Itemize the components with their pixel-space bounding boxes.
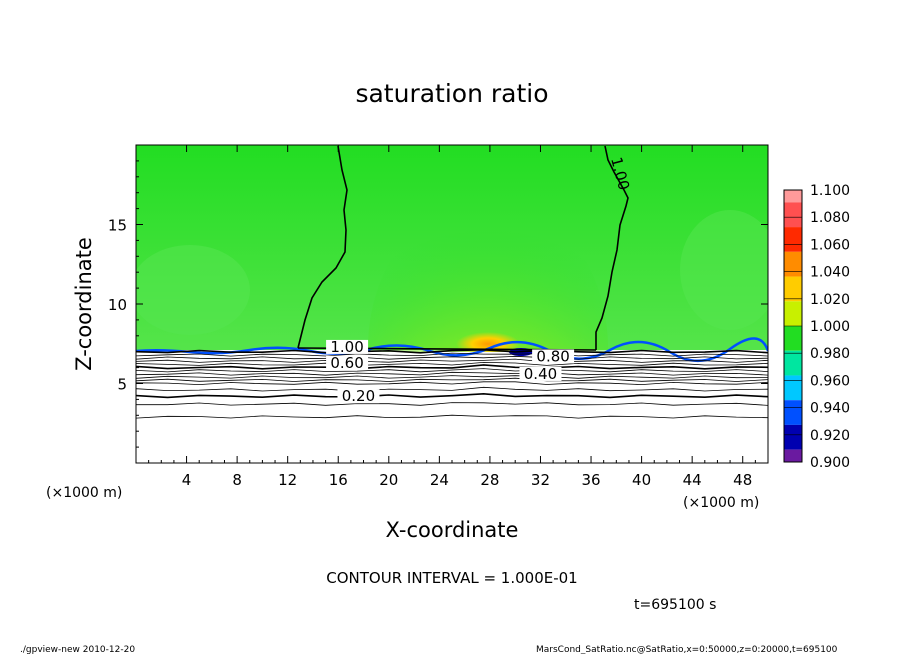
contour-line (136, 402, 768, 406)
colorbar-swatch (784, 251, 802, 277)
x-tick-label: 16 (329, 471, 348, 489)
contour-line (136, 355, 768, 360)
contour-labels: 1.000.600.200.800.401.00 (326, 155, 633, 405)
colorbar: 1.100 1.080 1.060 1.040 1.020 1.000 0.980 0.960… (783, 183, 850, 471)
colorbar-label: 1.100 (810, 183, 850, 199)
contour-label-bg (326, 339, 369, 354)
lower-contours (136, 348, 768, 419)
left-light-patch (136, 245, 250, 335)
contour-left-1.00 (297, 145, 348, 349)
contour-interval: CONTOUR INTERVAL = 1.000E-01 (326, 569, 577, 587)
colorbar-label: 0.980 (810, 346, 850, 362)
x-tick-label: 40 (632, 471, 651, 489)
contour-line (136, 386, 768, 392)
contour-line (136, 414, 768, 419)
footer-right: MarsCond_SatRatio.nc@SatRatio,x=0:50000,… (536, 645, 838, 654)
x-tick-label: 24 (430, 471, 449, 489)
y-tick-label: 10 (108, 296, 127, 314)
contour-line (136, 364, 768, 370)
colorbar-label: 0.920 (810, 428, 850, 444)
colorbar-label: 1.060 (810, 237, 850, 253)
x-tick-label: 4 (182, 471, 192, 489)
x-axis-ticks: 4 8 12 16 20 24 28 32 36 40 44 48 (148, 145, 756, 489)
y-axis-label: Z-coordinate (72, 237, 96, 371)
colorbar-swatch (784, 190, 802, 203)
contour-label-bg (532, 349, 575, 364)
contour-label: 0.60 (330, 354, 363, 372)
colorbar-swatch (784, 227, 802, 252)
x-tick-label: 44 (683, 471, 702, 489)
y-axis-ticks: 5 10 15 (108, 160, 768, 448)
x-tick-label: 8 (232, 471, 242, 489)
right-light-patch (680, 210, 768, 330)
contour-label: 0.40 (524, 365, 557, 383)
contour-label: 0.20 (342, 387, 375, 405)
x-tick-label: 36 (581, 471, 600, 489)
plot-area (136, 145, 768, 463)
contour-label: 0.80 (536, 347, 569, 365)
contour-line (136, 352, 768, 357)
contour-label-bg (519, 366, 562, 381)
colorbar-swatch (784, 202, 802, 228)
contour-label-bg (326, 355, 369, 370)
colorbar-label: 0.960 (810, 373, 850, 389)
contour-line (136, 368, 768, 373)
x-unit-note: (×1000 m) (683, 495, 759, 511)
contour-line (136, 381, 768, 386)
contour-line (136, 358, 768, 363)
colorbar-swatch (784, 400, 802, 425)
colorbar-label: 1.040 (810, 265, 850, 281)
x-tick-label: 12 (278, 471, 297, 489)
z-unit-note: (×1000 m) (46, 485, 122, 501)
contour-line (136, 371, 768, 376)
x-axis-label: X-coordinate (386, 518, 519, 542)
contour-label: 1.00 (330, 338, 363, 356)
contour-right-1.00 (595, 145, 629, 350)
colorbar-label: 0.900 (810, 455, 850, 471)
y-tick-label: 5 (117, 376, 127, 394)
colorbar-swatch (784, 375, 802, 401)
x-tick-label: 32 (531, 471, 550, 489)
contour-line (136, 348, 768, 354)
colorbar-label: 1.000 (810, 319, 850, 335)
contour-line (136, 361, 768, 366)
contour-label-bg (337, 389, 380, 404)
footer-left: ./gpview-new 2010-12-20 (20, 645, 135, 654)
chart-title: saturation ratio (355, 79, 548, 108)
contour-line (136, 392, 768, 399)
colorbar-swatch (784, 276, 802, 302)
x-tick-label: 28 (480, 471, 499, 489)
y-tick-label: 15 (108, 217, 127, 235)
colorbar-swatch (784, 301, 802, 326)
colorbar-label: 1.020 (810, 292, 850, 308)
x-tick-label: 20 (379, 471, 398, 489)
colorbar-label: 1.080 (810, 210, 850, 226)
contour-line (136, 375, 768, 379)
colorbar-swatch (784, 424, 802, 450)
colorbar-swatch (784, 449, 802, 462)
time-stamp: t=695100 s (634, 597, 716, 613)
colorbar-swatch (784, 326, 802, 351)
contour-line (136, 377, 768, 382)
x-tick-label: 48 (733, 471, 752, 489)
colorbar-label: 0.940 (810, 401, 850, 417)
colorbar-swatch (784, 350, 802, 376)
